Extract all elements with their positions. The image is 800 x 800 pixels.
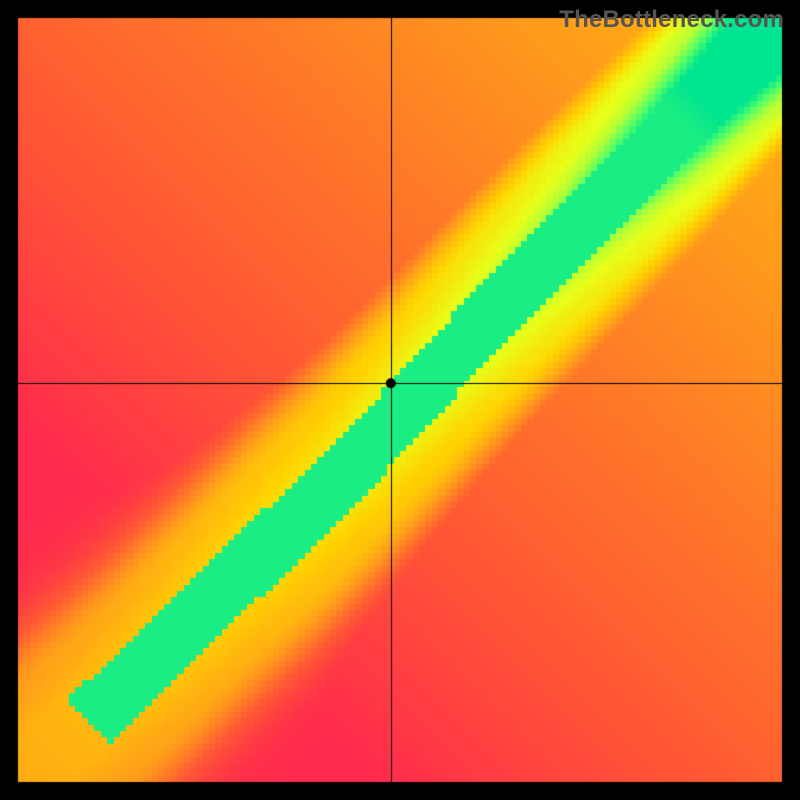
heatmap-canvas (0, 0, 800, 800)
watermark-text: TheBottleneck.com (559, 6, 784, 34)
chart-container: TheBottleneck.com (0, 0, 800, 800)
